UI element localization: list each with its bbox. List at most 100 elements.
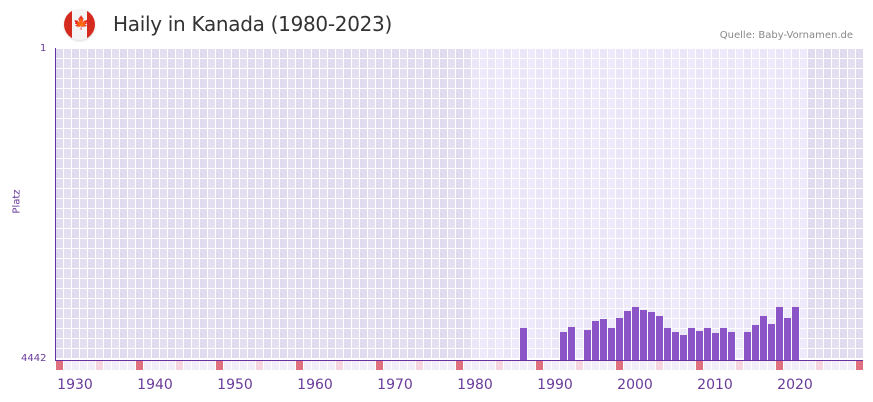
bar-1999[interactable]	[624, 310, 631, 360]
year-marker	[320, 361, 327, 370]
bar-2020[interactable]	[792, 306, 799, 360]
year-column	[448, 48, 456, 360]
year-column	[264, 48, 272, 360]
year-marker	[536, 361, 543, 370]
bar-2000[interactable]	[632, 306, 639, 360]
bar-1992[interactable]	[568, 326, 575, 360]
bar-2002[interactable]	[648, 311, 655, 360]
year-marker	[424, 361, 431, 370]
year-column	[312, 48, 320, 360]
year-marker	[808, 361, 815, 370]
bar-2008[interactable]	[696, 330, 703, 360]
bar-2001[interactable]	[640, 309, 647, 360]
bar-2015[interactable]	[752, 324, 759, 360]
year-marker	[656, 361, 663, 370]
year-marker	[384, 361, 391, 370]
x-tick-1960: 1960	[297, 377, 333, 393]
year-marker	[432, 361, 439, 370]
bar-2016[interactable]	[760, 315, 767, 360]
bar-1998[interactable]	[616, 317, 623, 360]
year-marker	[120, 361, 127, 370]
year-column	[384, 48, 392, 360]
year-marker	[184, 361, 191, 370]
bar-2014[interactable]	[744, 331, 751, 360]
bar-2018[interactable]	[776, 306, 783, 360]
year-column	[192, 48, 200, 360]
year-marker	[584, 361, 591, 370]
bar-2005[interactable]	[672, 331, 679, 360]
bar-2011[interactable]	[720, 327, 727, 360]
bar-2006[interactable]	[680, 334, 687, 360]
year-column	[504, 48, 512, 360]
year-marker	[776, 361, 783, 370]
year-column	[592, 48, 600, 360]
year-column	[608, 48, 616, 360]
year-marker	[88, 361, 95, 370]
year-column	[816, 48, 824, 360]
year-column	[584, 48, 592, 360]
year-marker	[256, 361, 263, 370]
bar-1995[interactable]	[592, 320, 599, 360]
year-marker	[392, 361, 399, 370]
year-column	[392, 48, 400, 360]
bar-1997[interactable]	[608, 327, 615, 360]
bar-2007[interactable]	[688, 327, 695, 360]
year-marker	[736, 361, 743, 370]
source-link[interactable]: Quelle: Baby-Vornamen.de	[719, 30, 853, 41]
x-tick-2010: 2010	[697, 377, 733, 393]
year-column	[688, 48, 696, 360]
year-marker	[640, 361, 647, 370]
year-column	[432, 48, 440, 360]
year-column	[72, 48, 80, 360]
year-column	[176, 48, 184, 360]
year-column	[152, 48, 160, 360]
year-marker	[744, 361, 751, 370]
year-column	[256, 48, 264, 360]
year-marker	[704, 361, 711, 370]
year-marker	[128, 361, 135, 370]
year-column	[216, 48, 224, 360]
year-marker	[832, 361, 839, 370]
year-column	[464, 48, 472, 360]
year-marker	[568, 361, 575, 370]
year-marker	[280, 361, 287, 370]
year-marker	[448, 361, 455, 370]
bar-2019[interactable]	[784, 317, 791, 360]
year-column	[440, 48, 448, 360]
bar-2010[interactable]	[712, 332, 719, 360]
year-marker	[400, 361, 407, 370]
year-column	[848, 48, 856, 360]
bar-1991[interactable]	[560, 331, 567, 360]
year-marker	[440, 361, 447, 370]
year-column	[480, 48, 488, 360]
year-column	[128, 48, 136, 360]
year-column	[736, 48, 744, 360]
year-marker	[760, 361, 767, 370]
year-column	[296, 48, 304, 360]
bar-2012[interactable]	[728, 331, 735, 360]
year-column	[400, 48, 408, 360]
year-marker	[688, 361, 695, 370]
bar-2017[interactable]	[768, 323, 775, 360]
canada-flag-icon: 🍁	[64, 9, 95, 40]
year-marker	[200, 361, 207, 370]
bar-2009[interactable]	[704, 327, 711, 360]
year-column	[496, 48, 504, 360]
year-column	[288, 48, 296, 360]
year-column	[760, 48, 768, 360]
year-marker	[792, 361, 799, 370]
x-tick-1990: 1990	[537, 377, 573, 393]
year-marker	[56, 361, 63, 370]
bar-2003[interactable]	[656, 315, 663, 360]
x-tick-1940: 1940	[137, 377, 173, 393]
year-marker	[592, 361, 599, 370]
year-column	[752, 48, 760, 360]
year-column	[416, 48, 424, 360]
year-marker	[752, 361, 759, 370]
x-tick-1950: 1950	[217, 377, 253, 393]
bar-1994[interactable]	[584, 329, 591, 360]
bar-1986[interactable]	[520, 327, 527, 360]
year-marker	[608, 361, 615, 370]
bar-1996[interactable]	[600, 318, 607, 360]
bar-2004[interactable]	[664, 327, 671, 360]
